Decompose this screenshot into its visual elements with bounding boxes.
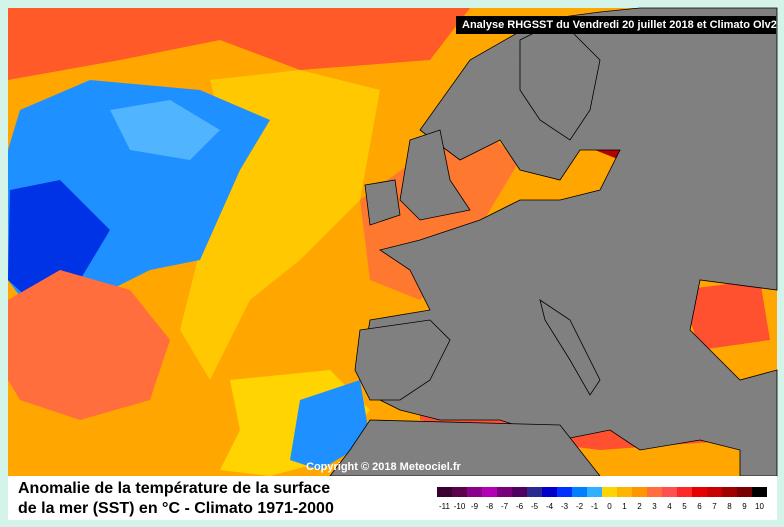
footer-panel — [8, 476, 777, 520]
legend-swatch — [512, 487, 527, 497]
legend-swatch — [557, 487, 572, 497]
legend-label: -3 — [561, 502, 569, 511]
caption-line: Anomalie de la température de la surface — [18, 480, 331, 497]
map-header: Analyse RHGSST du Vendredi 20 juillet 20… — [462, 19, 777, 31]
legend-label: 0 — [607, 502, 612, 511]
warm-anomaly — [8, 8, 470, 80]
legend-swatch — [482, 487, 497, 497]
legend-label: -7 — [501, 502, 509, 511]
cold-anomaly-light — [110, 100, 220, 160]
ireland — [364, 179, 401, 226]
legend-swatch — [527, 487, 542, 497]
cold-anomaly-core — [8, 180, 110, 300]
legend-label: -4 — [546, 502, 554, 511]
legend-swatch — [647, 487, 662, 497]
caption-line: de la mer (SST) en °C - Climato 1971-200… — [18, 500, 334, 517]
cold-anomaly — [290, 380, 370, 470]
legend-swatch — [737, 487, 752, 497]
legend-swatch — [677, 487, 692, 497]
legend-label: -10 — [454, 502, 466, 511]
legend-label: 1 — [622, 502, 627, 511]
copyright: Copyright © 2018 Meteociel.fr — [306, 461, 462, 473]
legend-label: 7 — [712, 502, 717, 511]
legend-label: -6 — [516, 502, 524, 511]
legend-label: -5 — [531, 502, 539, 511]
legend-swatch — [632, 487, 647, 497]
legend-label: 10 — [755, 502, 764, 511]
legend-swatch — [662, 487, 677, 497]
legend-swatch — [497, 487, 512, 497]
italy — [539, 299, 601, 396]
legend-label: 3 — [652, 502, 657, 511]
legend-label: -2 — [576, 502, 584, 511]
legend-label: -8 — [486, 502, 494, 511]
great-britain — [399, 129, 471, 221]
legend-swatch — [617, 487, 632, 497]
legend-swatch — [452, 487, 467, 497]
legend-label: -11 — [439, 502, 451, 511]
legend-swatch — [467, 487, 482, 497]
legend-label: -1 — [591, 502, 599, 511]
land — [359, 7, 778, 477]
legend-label: 2 — [637, 502, 642, 511]
legend-swatch — [752, 487, 767, 497]
legend-swatch — [542, 487, 557, 497]
legend: -11 -10 -9 -8 -7 -6 -5 -4 -3 -2 -1 0 1 2 3 4 5 6 7 8 9 10 — [437, 487, 767, 511]
warm-anomaly — [8, 270, 170, 420]
legend-label: -9 — [471, 502, 479, 511]
legend-swatch — [692, 487, 707, 497]
legend-swatch — [572, 487, 587, 497]
iberia — [354, 319, 451, 401]
legend-swatch — [707, 487, 722, 497]
legend-label: 5 — [682, 502, 687, 511]
legend-swatch — [602, 487, 617, 497]
legend-swatch — [437, 487, 452, 497]
legend-label: 8 — [727, 502, 732, 511]
black-sea-anomaly — [680, 280, 770, 350]
legend-swatch — [587, 487, 602, 497]
legend-label: 9 — [742, 502, 747, 511]
legend-label: 6 — [697, 502, 702, 511]
legend-label: 4 — [667, 502, 672, 511]
legend-swatch — [722, 487, 737, 497]
header-box — [456, 16, 776, 34]
